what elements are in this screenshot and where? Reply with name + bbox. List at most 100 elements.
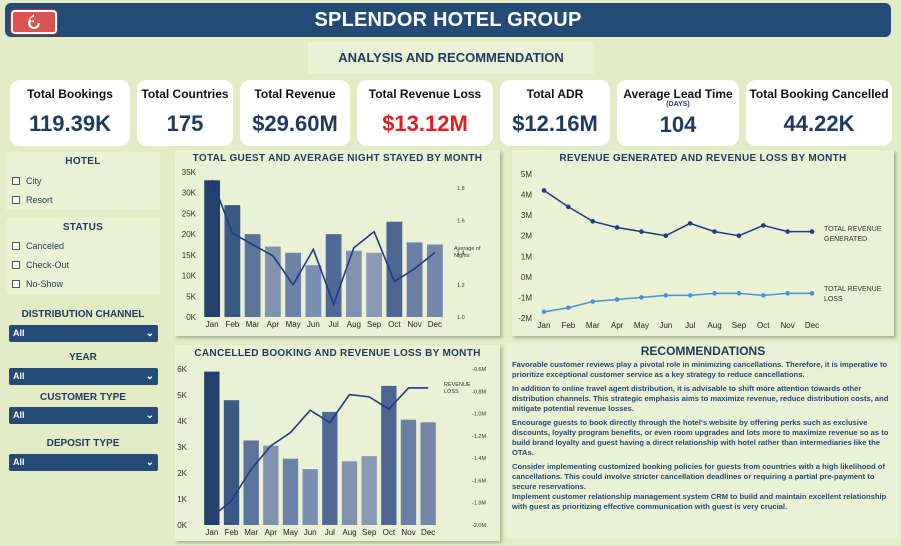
y-tick-label: 20K bbox=[182, 230, 197, 239]
deposit-type-label: DEPOSIT TYPE bbox=[46, 438, 120, 449]
y-tick-label: 5K bbox=[177, 391, 187, 400]
bar bbox=[381, 385, 397, 525]
y2-tick-label: -0.8M bbox=[472, 389, 486, 395]
x-tick-label: Jan bbox=[206, 320, 219, 329]
status-option-canceled[interactable]: Canceled bbox=[12, 236, 160, 255]
hotel-option-city[interactable]: City bbox=[12, 171, 160, 190]
guests-nights-chart-panel: 0K 5K 10K 15K 20K 25K 30K 35K 1.0 1.2 1.4 1.6 1.8 Ave… bbox=[175, 150, 500, 336]
bar bbox=[264, 246, 281, 317]
select-value: All bbox=[13, 410, 25, 420]
chart-title: REVENUE GENERATED AND REVENUE LOSS BY MO… bbox=[559, 153, 847, 164]
customer-type-label: CUSTOMER TYPE bbox=[40, 392, 126, 403]
x-tick-label: Sep bbox=[367, 320, 382, 329]
deposit-type-select[interactable]: All ⌄ bbox=[9, 454, 158, 471]
bar bbox=[426, 244, 443, 317]
y-tick-label: 5K bbox=[186, 292, 196, 301]
back-arrow-icon bbox=[28, 14, 40, 29]
y2-tick-label: -1.2M bbox=[472, 434, 486, 440]
x-tick-label: Jan bbox=[205, 528, 218, 537]
series-label: GENERATED bbox=[824, 236, 867, 243]
kpi-value: $13.12M bbox=[382, 111, 468, 136]
kpi-label: Total Booking Cancelled bbox=[749, 87, 889, 101]
y2-tick-label: 1.4 bbox=[457, 251, 465, 257]
status-filter-title: STATUS bbox=[62, 222, 104, 233]
x-tick-label: Nov bbox=[408, 320, 422, 329]
option-label: Canceled bbox=[26, 240, 65, 251]
x-tick-label: Apr bbox=[267, 320, 280, 329]
y2-tick-label: 1.6 bbox=[457, 218, 465, 224]
year-label: YEAR bbox=[69, 352, 97, 363]
kpi-label: Average Lead Time bbox=[623, 87, 733, 101]
data-point bbox=[566, 204, 571, 210]
y-tick-label: 25K bbox=[182, 209, 197, 218]
data-point bbox=[712, 291, 717, 296]
x-tick-label: Jan bbox=[538, 321, 551, 330]
option-label: Resort bbox=[26, 194, 53, 205]
x-tick-label: Sep bbox=[732, 321, 747, 330]
y-tick-label: 0K bbox=[177, 521, 187, 530]
year-select[interactable]: All ⌄ bbox=[9, 368, 158, 385]
data-point bbox=[614, 225, 620, 230]
back-button[interactable] bbox=[11, 10, 57, 34]
y-tick-label: 4M bbox=[521, 191, 532, 200]
bar bbox=[322, 411, 338, 525]
data-point bbox=[541, 309, 547, 315]
bar bbox=[386, 221, 403, 317]
checkbox-icon bbox=[12, 241, 20, 250]
distribution-channel-select[interactable]: All ⌄ bbox=[9, 325, 158, 342]
y-tick-label: 2K bbox=[177, 469, 187, 478]
x-tick-label: Aug bbox=[347, 320, 361, 329]
recommendation-item: Favorable customer reviews play a pivota… bbox=[512, 360, 888, 379]
hotel-filter: HOTEL City Resort bbox=[6, 152, 160, 210]
y2-axis-label: Average of bbox=[454, 246, 481, 252]
data-point bbox=[809, 229, 815, 234]
chart-title: CANCELLED BOOKING AND REVENUE LOSS BY MO… bbox=[194, 348, 481, 359]
recommendation-item: Encourage guests to book directly throug… bbox=[512, 418, 889, 457]
x-tick-label: Mar bbox=[586, 321, 600, 330]
data-point bbox=[687, 221, 693, 226]
data-point bbox=[712, 229, 717, 234]
y2-tick-label: -1.8M bbox=[472, 501, 486, 507]
y-tick-label: -1M bbox=[518, 293, 532, 302]
kpi-label: Total Countries bbox=[141, 87, 229, 101]
kpi-total-booking-cancelled: Total Booking Cancelled 44.22K bbox=[746, 80, 892, 146]
bar bbox=[341, 461, 358, 525]
bar bbox=[263, 445, 279, 525]
section-subtitle: ANALYSIS AND RECOMMENDATION bbox=[308, 42, 594, 74]
bar bbox=[325, 234, 342, 317]
y-tick-label: 1M bbox=[521, 252, 532, 261]
bar bbox=[345, 250, 362, 317]
y-tick-label: 3K bbox=[177, 443, 187, 452]
checkbox-icon bbox=[12, 279, 20, 288]
bar bbox=[302, 469, 318, 525]
x-tick-label: Dec bbox=[805, 321, 819, 330]
series-line bbox=[211, 387, 429, 518]
recommendations-panel: RECOMMENDATIONS Favorable customer revie… bbox=[507, 343, 899, 539]
page-title: SPLENDOR HOTEL GROUP bbox=[314, 9, 582, 31]
y-tick-label: 4K bbox=[177, 417, 187, 426]
status-option-check-out[interactable]: Check-Out bbox=[12, 255, 160, 274]
recommendation-item: Implement customer relationship manageme… bbox=[512, 492, 887, 511]
customer-type-select[interactable]: All ⌄ bbox=[9, 407, 158, 424]
status-option-no-show[interactable]: No-Show bbox=[12, 274, 160, 293]
kpi-label: Total ADR bbox=[526, 87, 584, 101]
series-line bbox=[543, 189, 812, 237]
x-tick-label: Jun bbox=[304, 528, 317, 537]
recommendation-item: Consider implementing customized booking… bbox=[512, 462, 885, 491]
y-tick-label: 3M bbox=[521, 211, 532, 220]
y-tick-label: 35K bbox=[182, 168, 197, 177]
bar bbox=[204, 371, 220, 525]
data-point bbox=[809, 291, 815, 296]
y2-tick-label: -2.0M bbox=[472, 523, 486, 529]
y-tick-label: 2M bbox=[521, 232, 532, 241]
x-tick-label: Apr bbox=[265, 528, 278, 537]
bar bbox=[282, 458, 299, 525]
x-tick-label: Jun bbox=[307, 320, 320, 329]
guests-nights-chart: 0K 5K 10K 15K 20K 25K 30K 35K 1.0 1.2 1.4 1.6 1.8 Ave… bbox=[182, 168, 481, 329]
kpi-label: Total Revenue Loss bbox=[368, 87, 482, 101]
hotel-option-resort[interactable]: Resort bbox=[12, 190, 160, 209]
kpi-label: Total Revenue bbox=[254, 87, 336, 101]
y2-tick-label: 1.8 bbox=[457, 186, 465, 192]
x-tick-label: Oct bbox=[757, 321, 770, 330]
data-point bbox=[663, 233, 669, 239]
